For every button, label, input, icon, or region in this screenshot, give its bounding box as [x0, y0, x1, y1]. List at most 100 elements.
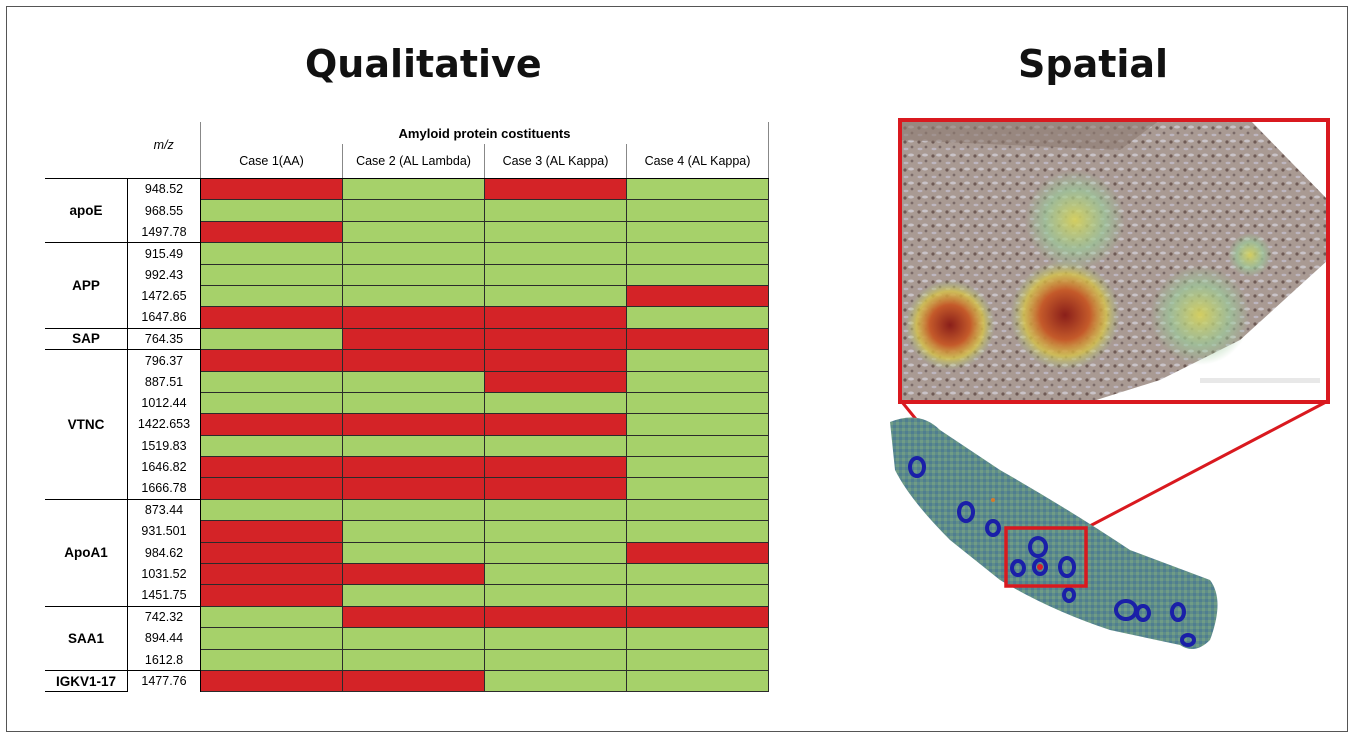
heatmap-cell-case-4 [626, 541, 769, 565]
mz-value: 1647.86 [127, 306, 201, 329]
mz-value: 796.37 [127, 349, 201, 372]
heatmap-cell-case-2 [342, 327, 485, 351]
table-row: SAP 764.35 [45, 327, 769, 351]
table-row: VTNC 796.37 [45, 349, 769, 500]
table-row: 984.62 [45, 541, 769, 565]
protein-group-label: IGKV1-17 [45, 669, 128, 693]
table-row: IGKV1-17 1477.76 [45, 669, 769, 693]
table-row: 992.43 [45, 263, 769, 286]
heatmap-cell-case-3 [484, 584, 627, 607]
heatmap-cell-case-1 [200, 413, 343, 436]
mz-value: 1646.82 [127, 456, 201, 478]
heatmap-cell-case-1 [200, 220, 343, 244]
protein-group-label: VTNC [45, 349, 128, 500]
table-row: 1012.44 [45, 391, 769, 415]
heatmap-cell-case-3 [484, 434, 627, 458]
heatmap-cell-case-2 [342, 648, 485, 671]
heatmap-cell-case-3 [484, 413, 627, 436]
table-row: apoE 948.52 [45, 177, 769, 244]
heatmap-cell-case-4 [626, 220, 769, 244]
heatmap-cell-case-1 [200, 306, 343, 329]
protein-group-label: apoE [45, 177, 128, 244]
table-row: 968.55 [45, 199, 769, 222]
heatmap-cell-case-2 [342, 605, 485, 629]
heatmap-cell-case-3 [484, 349, 627, 372]
case-header-1: Case 1(AA) [200, 144, 343, 179]
heatmap-cell-case-3 [484, 220, 627, 244]
heatmap-cell-case-4 [626, 413, 769, 436]
mz-value: 968.55 [127, 199, 201, 222]
table-row: ApoA1 873.44 [45, 498, 769, 607]
mz-value: 1477.76 [127, 669, 201, 692]
heatmap-cell-case-3 [484, 456, 627, 479]
heatmap-cell-case-4 [626, 669, 769, 693]
heatmap-cell-case-2 [342, 284, 485, 308]
heatmap-cell-case-1 [200, 541, 343, 565]
heatmap-cell-case-3 [484, 648, 627, 671]
zoomed-microscopy-image [900, 120, 1328, 402]
heatmap-cell-case-3 [484, 563, 627, 586]
case-header-3: Case 3 (AL Kappa) [484, 144, 627, 179]
heatmap-cell-case-4 [626, 498, 769, 522]
heatmap-cell-case-2 [342, 584, 485, 607]
heatmap-cell-case-4 [626, 242, 769, 265]
mz-value: 948.52 [127, 177, 201, 200]
heatmap-cell-case-1 [200, 456, 343, 479]
table-row: 1472.65 [45, 284, 769, 308]
mz-value: 1666.78 [127, 477, 201, 500]
heatmap-cell-case-1 [200, 563, 343, 586]
heatmap-cell-case-4 [626, 605, 769, 629]
heatmap-cell-case-1 [200, 263, 343, 286]
mz-value: 742.32 [127, 605, 201, 628]
heatmap-cell-case-2 [342, 370, 485, 393]
spatial-image-panel [890, 118, 1330, 649]
mz-value: 1012.44 [127, 392, 201, 414]
mz-value: 931.501 [127, 520, 201, 543]
tissue-section-scan [890, 417, 1218, 649]
heatmap-cell-case-4 [626, 306, 769, 329]
protein-group-label: SAA1 [45, 605, 128, 671]
mz-value: 1031.52 [127, 563, 201, 585]
heatmap-cell-case-3 [484, 306, 627, 329]
mz-value: 992.43 [127, 264, 201, 286]
mz-value: 764.35 [127, 327, 201, 350]
heatmap-cell-case-3 [484, 605, 627, 629]
mz-value: 1497.78 [127, 221, 201, 243]
heatmap-cell-case-2 [342, 477, 485, 500]
table-row: 887.51 [45, 370, 769, 393]
qualitative-heatmap-table: m/z Amyloid protein costituents Case 1(A… [45, 122, 769, 693]
heatmap-cell-case-4 [626, 177, 769, 201]
table-row: 1646.82 [45, 456, 769, 479]
mz-value: 1451.75 [127, 584, 201, 607]
mz-value: 894.44 [127, 627, 201, 650]
heatmap-cell-case-4 [626, 199, 769, 222]
table-row: 1666.78 [45, 477, 769, 500]
heatmap-cell-case-3 [484, 199, 627, 222]
table-row: 1497.78 [45, 220, 769, 244]
heatmap-cell-case-1 [200, 627, 343, 650]
table-row: SAA1 742.32 [45, 605, 769, 671]
heatmap-cell-case-1 [200, 669, 343, 693]
heatmap-cell-case-1 [200, 584, 343, 607]
heatmap-cell-case-4 [626, 391, 769, 415]
heatmap-cell-case-1 [200, 648, 343, 671]
heatmap-cell-case-2 [342, 263, 485, 286]
heatmap-cell-case-2 [342, 669, 485, 693]
heatmap-cell-case-3 [484, 177, 627, 201]
table-row: 1031.52 [45, 563, 769, 586]
hotspot-markers [908, 456, 1196, 647]
protein-group-label: APP [45, 242, 128, 329]
table-row: 894.44 [45, 627, 769, 650]
heatmap-cell-case-1 [200, 498, 343, 522]
heatmap-cell-case-3 [484, 327, 627, 351]
heatmap-cell-case-1 [200, 349, 343, 372]
heatmap-cell-case-1 [200, 327, 343, 351]
heatmap-cell-case-3 [484, 391, 627, 415]
figure-frame [6, 6, 1348, 732]
mz-value: 873.44 [127, 498, 201, 521]
heatmap-cell-case-2 [342, 242, 485, 265]
zoom-source-box [1004, 526, 1088, 588]
heatmap-cell-case-3 [484, 520, 627, 543]
qualitative-title: Qualitative [305, 42, 542, 86]
mz-value: 887.51 [127, 371, 201, 393]
